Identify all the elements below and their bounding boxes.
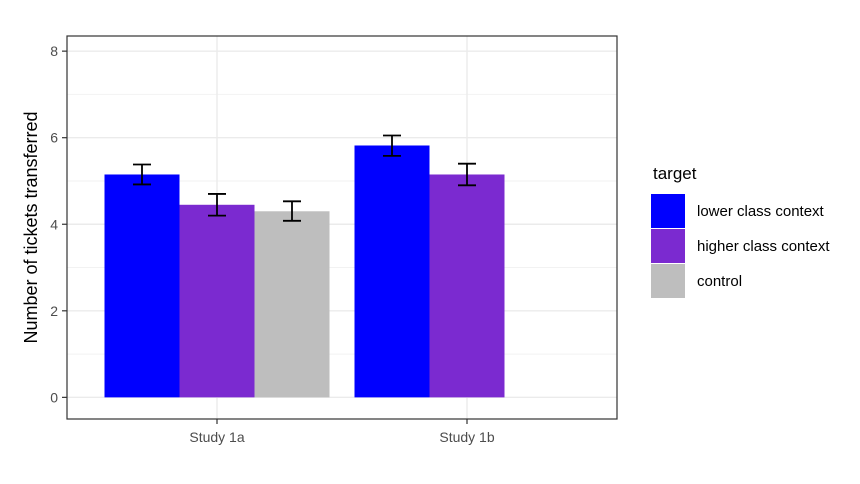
error-bar xyxy=(133,163,151,186)
bars-layer xyxy=(104,145,505,398)
y-tick-label: 6 xyxy=(50,130,58,146)
legend-key-higher-class-context xyxy=(651,229,685,263)
y-tick-label: 8 xyxy=(50,43,58,59)
legend-key-control xyxy=(651,264,685,298)
x-axis: Study 1a Study 1b xyxy=(189,419,495,445)
error-bar xyxy=(283,200,301,222)
y-axis-title: Number of tickets transferred xyxy=(21,111,41,343)
y-tick-label: 2 xyxy=(50,303,58,319)
bar-lower-class-context-Study-1a xyxy=(104,174,180,398)
y-tick-label: 0 xyxy=(50,389,58,405)
y-tick-label: 4 xyxy=(50,216,58,232)
bar-lower-class-context-Study-1b xyxy=(354,145,430,398)
bar-higher-class-context-Study-1b xyxy=(429,174,505,398)
legend-label: lower class context xyxy=(697,203,825,220)
panel-border xyxy=(66,35,618,420)
legend-label: higher class context xyxy=(697,238,830,255)
error-bar xyxy=(458,162,476,187)
bar-higher-class-context-Study-1a xyxy=(179,204,255,398)
error-bars-layer xyxy=(133,134,476,222)
legend: target lower class context higher class c… xyxy=(651,164,830,298)
y-axis: 0 2 4 6 8 xyxy=(50,43,67,405)
error-bar xyxy=(208,193,226,217)
legend-key-lower-class-context xyxy=(651,194,685,228)
x-tick-label: Study 1a xyxy=(189,429,244,445)
legend-title: target xyxy=(653,164,697,183)
error-bar xyxy=(383,134,401,157)
legend-label: control xyxy=(697,273,742,290)
x-tick-label: Study 1b xyxy=(439,429,494,445)
bar-control-Study-1a xyxy=(254,211,330,398)
